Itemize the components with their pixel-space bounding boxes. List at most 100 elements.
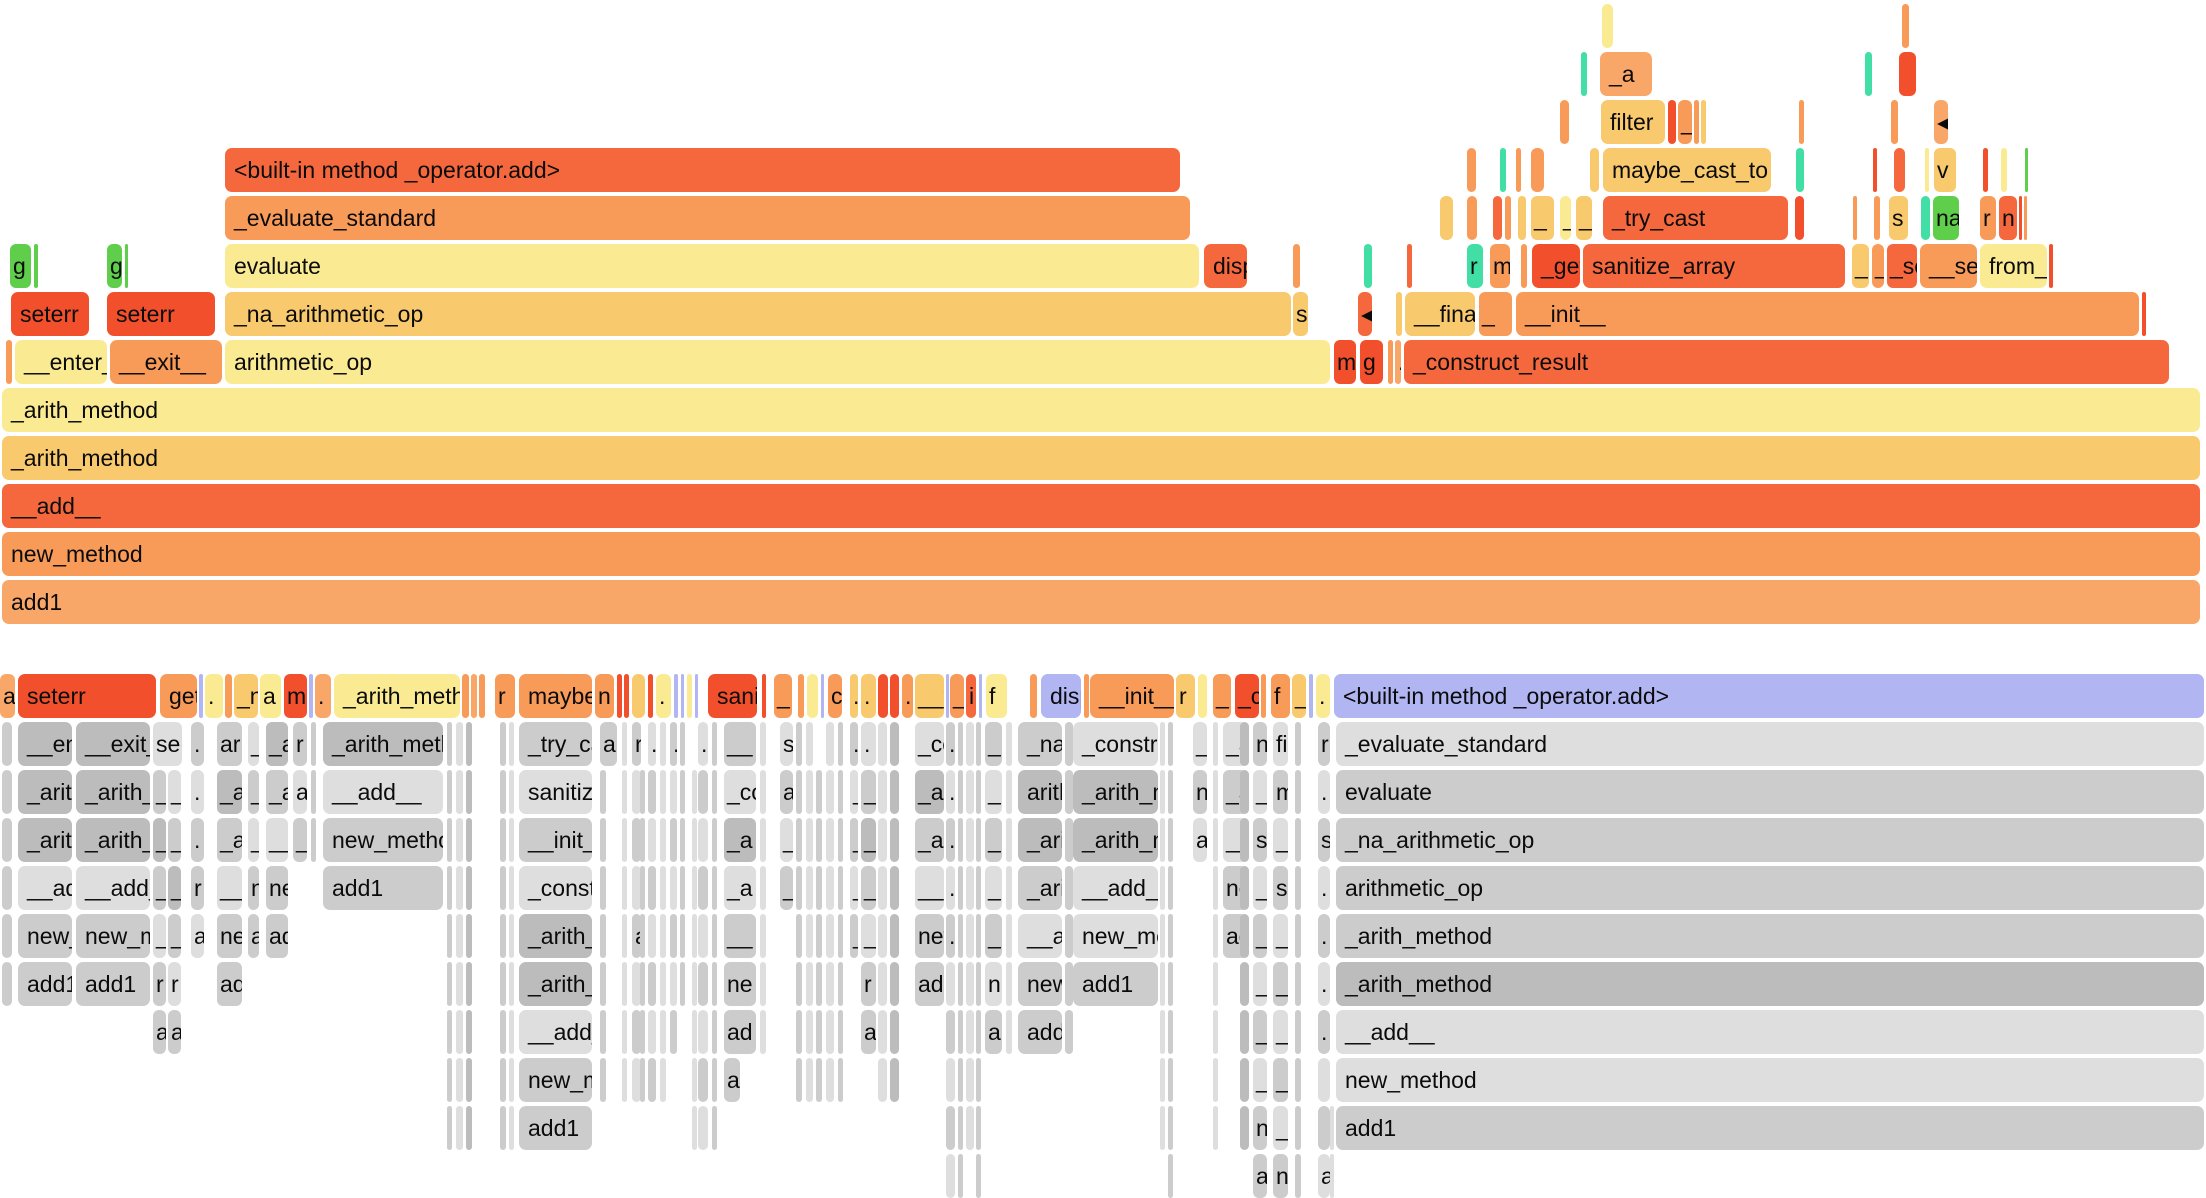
flame-frame-sliver[interactable] [674,674,678,718]
flame-frame-sliver[interactable] [796,722,802,766]
flame-frame-sliver[interactable] [878,1010,887,1054]
flame-frame[interactable]: _a [1600,52,1652,96]
flame-frame[interactable]: ne [724,962,756,1006]
flame-frame-sliver[interactable] [670,866,677,910]
flame-frame[interactable]: _arith_me [1073,818,1158,862]
flame-frame-sliver[interactable] [1006,866,1012,910]
flame-frame-sliver[interactable] [1160,962,1165,1006]
flame-frame-sliver[interactable] [958,962,963,1006]
flame-frame-sliver[interactable] [1894,148,1905,192]
flame-frame-sliver[interactable] [796,866,802,910]
flame-frame-sliver[interactable] [966,1106,974,1150]
flame-frame[interactable]: . [1318,770,1330,814]
flame-frame[interactable]: . [861,674,876,718]
flame-frame-sliver[interactable] [2,770,12,814]
flame-frame-sliver[interactable] [838,722,843,766]
flame-frame-sliver[interactable] [1295,866,1301,910]
flame-frame-sliver[interactable] [2025,148,2028,192]
flame-frame-sliver[interactable] [958,1106,963,1150]
flame-frame[interactable]: s [1889,196,1908,240]
flame-frame[interactable]: arithmetic_op [225,340,1330,384]
flame-frame[interactable]: _ [861,818,876,862]
flame-frame-sliver[interactable] [2019,196,2022,240]
flame-frame-sliver[interactable] [456,1106,463,1150]
flame-frame-sliver[interactable] [1240,818,1249,862]
flame-frame[interactable]: new_method [2,532,2200,576]
flame-frame-sliver[interactable] [1168,1010,1173,1054]
flame-frame-sliver[interactable] [1295,770,1301,814]
flame-frame-sliver[interactable] [826,1010,834,1054]
flame-frame-sliver[interactable] [692,1058,697,1102]
flame-frame-sliver[interactable] [826,914,834,958]
flame-frame[interactable]: _ari [915,770,944,814]
flame-frame[interactable]: __set [1920,244,1977,288]
flame-frame-sliver[interactable] [821,674,824,718]
flame-frame[interactable]: _ [248,722,259,766]
flame-frame[interactable]: _a [266,770,288,814]
flame-frame[interactable]: _na_a [1018,722,1062,766]
flame-frame-sliver[interactable] [890,770,899,814]
flame-frame-sliver[interactable] [456,1058,463,1102]
flame-frame[interactable]: dispatch [1041,674,1081,718]
flame-frame-sliver[interactable] [1065,818,1073,862]
flame-frame-sliver[interactable] [2,914,12,958]
flame-frame[interactable]: add1 [1073,962,1158,1006]
flame-frame-sliver[interactable] [958,866,963,910]
flame-frame[interactable]: new_met [76,914,150,958]
flame-frame-sliver[interactable] [1213,866,1218,910]
flame-frame[interactable]: _a [724,866,756,910]
flame-frame-sliver[interactable] [622,866,627,910]
flame-frame[interactable]: _try_ca [519,722,592,766]
flame-frame[interactable]: _ [850,866,858,910]
flame-frame[interactable]: __ [266,818,288,862]
flame-frame-sliver[interactable] [600,914,606,958]
flame-frame[interactable]: i [966,674,976,718]
flame-frame[interactable]: . [946,770,955,814]
flame-frame[interactable]: new_metho [323,818,443,862]
flame-frame[interactable]: n [1999,196,2017,240]
flame-frame[interactable]: _arith_method [2,436,2200,480]
flame-frame[interactable]: _construc [519,866,592,910]
flame-frame-sliver[interactable] [681,674,684,718]
flame-frame-sliver[interactable] [1065,1010,1073,1054]
flame-frame-sliver[interactable] [1006,962,1012,1006]
flame-frame-sliver[interactable] [622,818,627,862]
flame-frame[interactable]: a [780,770,793,814]
flame-frame-sliver[interactable] [878,1058,887,1102]
flame-frame[interactable]: . [191,722,204,766]
flame-frame[interactable]: n [985,962,1002,1006]
flame-frame-sliver[interactable] [806,770,813,814]
flame-frame-sliver[interactable] [976,722,981,766]
flame-frame[interactable]: r [632,722,641,766]
flame-frame-sliver[interactable] [712,1106,717,1150]
flame-frame-sliver[interactable] [698,866,708,910]
flame-frame[interactable]: r [1980,196,1996,240]
flame-frame-sliver[interactable] [509,818,514,862]
flame-frame[interactable]: n [1273,1154,1288,1198]
flame-frame-sliver[interactable] [796,1010,802,1054]
flame-frame-sliver[interactable] [966,914,974,958]
flame-frame[interactable]: _ [1253,770,1267,814]
flame-frame[interactable]: _arith_m [519,962,592,1006]
flame-frame[interactable]: <built-in method _operator.add> [225,148,1180,192]
flame-frame-sliver[interactable] [648,818,656,862]
flame-frame-sliver[interactable] [1030,674,1037,718]
flame-frame-sliver[interactable] [447,1058,452,1102]
flame-frame-sliver[interactable] [976,1010,981,1054]
flame-frame[interactable]: _a [217,818,242,862]
flame-frame[interactable]: . [850,674,858,718]
flame-frame-sliver[interactable] [890,818,899,862]
flame-frame-sliver[interactable] [509,722,514,766]
flame-frame-sliver[interactable] [680,914,685,958]
flame-frame-sliver[interactable] [695,674,698,718]
flame-frame-sliver[interactable] [225,674,232,718]
flame-frame[interactable]: a [985,1010,1002,1054]
flame-frame-sliver[interactable] [826,962,834,1006]
flame-frame[interactable]: __add__ [1073,866,1158,910]
flame-frame-sliver[interactable] [1213,1010,1218,1054]
flame-frame-sliver[interactable] [760,722,766,766]
flame-frame-sliver[interactable] [509,1106,514,1150]
flame-frame-sliver[interactable] [447,962,452,1006]
flame-frame-sliver[interactable] [670,914,677,958]
flame-frame[interactable]: _ [780,866,793,910]
